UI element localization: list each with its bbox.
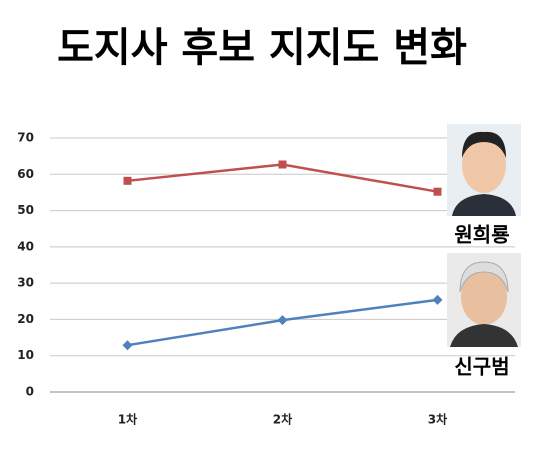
- y-tick-label: 70: [17, 131, 34, 145]
- legend-label: 원희룡: [454, 223, 509, 247]
- legend-label: 신구범: [454, 355, 509, 379]
- y-tick-label: 0: [26, 385, 34, 399]
- marker: [278, 160, 287, 169]
- photo-2: [447, 253, 521, 347]
- marker: [432, 294, 443, 305]
- marker: [123, 176, 132, 185]
- x-tick-label: 2차: [273, 412, 292, 427]
- y-tick-label: 30: [17, 276, 34, 290]
- y-tick-label: 10: [17, 348, 34, 362]
- marker: [433, 187, 442, 196]
- x-tick-label: 1차: [118, 412, 137, 427]
- photo-1: [447, 124, 521, 216]
- chart-title: 도지사 후보 지지도 변화: [57, 25, 467, 71]
- grid: 0 10 20 30 40 50 60 70 1차 2차 3차: [17, 131, 515, 427]
- y-tick-label: 50: [17, 203, 34, 217]
- x-tick-label: 3차: [428, 412, 447, 427]
- y-tick-label: 60: [17, 167, 34, 181]
- y-tick-label: 40: [17, 239, 34, 253]
- series-line: [127, 163, 438, 193]
- plot-area: [122, 160, 443, 351]
- y-tick-label: 20: [17, 312, 34, 326]
- marker: [122, 340, 133, 351]
- marker: [277, 315, 288, 326]
